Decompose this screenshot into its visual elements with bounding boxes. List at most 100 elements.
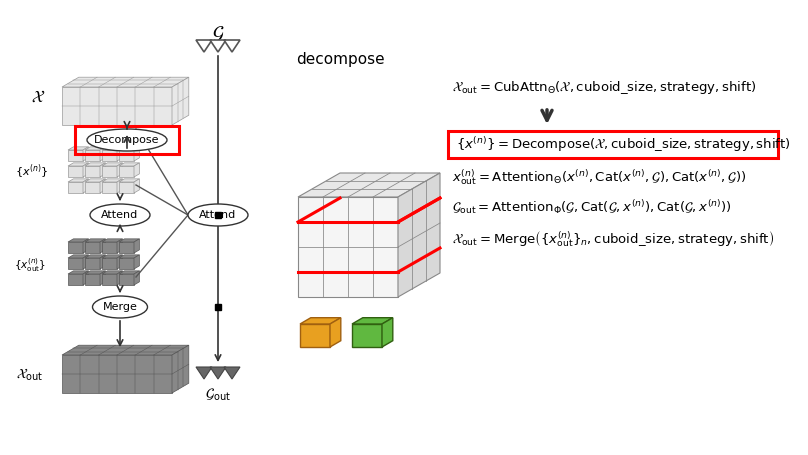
Ellipse shape bbox=[87, 129, 167, 151]
Polygon shape bbox=[100, 239, 105, 253]
Text: $\mathcal{X}_{\mathrm{out}} = \mathrm{CubAttn}_{\Theta}(\mathcal{X}, \mathrm{cub: $\mathcal{X}_{\mathrm{out}} = \mathrm{Cu… bbox=[452, 79, 756, 96]
Text: $\{x^{(n)}\}$: $\{x^{(n)}\}$ bbox=[15, 163, 48, 181]
Polygon shape bbox=[134, 271, 140, 285]
Ellipse shape bbox=[92, 296, 148, 318]
Polygon shape bbox=[68, 182, 83, 193]
Polygon shape bbox=[85, 150, 100, 161]
Polygon shape bbox=[119, 258, 134, 269]
Polygon shape bbox=[100, 179, 105, 193]
Polygon shape bbox=[83, 163, 88, 177]
Polygon shape bbox=[85, 163, 105, 166]
Polygon shape bbox=[119, 242, 134, 253]
Text: $\{x^{(n)}\} = \mathrm{Decompose}(\mathcal{X}, \mathrm{cuboid\_size}, \mathrm{st: $\{x^{(n)}\} = \mathrm{Decompose}(\mathc… bbox=[456, 136, 791, 154]
Polygon shape bbox=[83, 255, 88, 269]
Polygon shape bbox=[119, 147, 140, 150]
Polygon shape bbox=[62, 355, 172, 393]
Polygon shape bbox=[134, 239, 140, 253]
Polygon shape bbox=[85, 242, 100, 253]
Polygon shape bbox=[298, 197, 398, 297]
Polygon shape bbox=[68, 163, 88, 166]
Polygon shape bbox=[300, 324, 330, 347]
Polygon shape bbox=[102, 182, 117, 193]
Polygon shape bbox=[85, 179, 105, 182]
Polygon shape bbox=[117, 147, 122, 161]
Polygon shape bbox=[210, 40, 226, 52]
Text: Decompose: Decompose bbox=[95, 135, 160, 145]
Text: $\mathcal{X}$: $\mathcal{X}$ bbox=[31, 88, 45, 106]
Text: decompose: decompose bbox=[296, 52, 385, 67]
Polygon shape bbox=[102, 274, 117, 285]
Polygon shape bbox=[85, 274, 100, 285]
Polygon shape bbox=[119, 166, 134, 177]
Polygon shape bbox=[134, 179, 140, 193]
Polygon shape bbox=[68, 150, 83, 161]
Polygon shape bbox=[83, 239, 88, 253]
Polygon shape bbox=[117, 255, 122, 269]
Polygon shape bbox=[398, 173, 440, 297]
Polygon shape bbox=[85, 258, 100, 269]
Polygon shape bbox=[134, 163, 140, 177]
Polygon shape bbox=[224, 40, 240, 52]
Polygon shape bbox=[85, 147, 105, 150]
Text: $\mathcal{G}$: $\mathcal{G}$ bbox=[212, 25, 225, 44]
Text: $\mathcal{G}_{\mathrm{out}}$: $\mathcal{G}_{\mathrm{out}}$ bbox=[205, 387, 231, 404]
Polygon shape bbox=[100, 255, 105, 269]
Text: Merge: Merge bbox=[103, 302, 137, 312]
Polygon shape bbox=[117, 271, 122, 285]
Polygon shape bbox=[102, 255, 122, 258]
Polygon shape bbox=[83, 271, 88, 285]
Polygon shape bbox=[330, 318, 341, 347]
Polygon shape bbox=[196, 367, 212, 379]
Polygon shape bbox=[102, 258, 117, 269]
Text: $\mathcal{X}_{\mathrm{out}}$: $\mathcal{X}_{\mathrm{out}}$ bbox=[15, 367, 43, 383]
Polygon shape bbox=[85, 239, 105, 242]
Ellipse shape bbox=[90, 204, 150, 226]
Polygon shape bbox=[102, 271, 122, 274]
Polygon shape bbox=[102, 242, 117, 253]
Text: Attend: Attend bbox=[101, 210, 139, 220]
Polygon shape bbox=[100, 271, 105, 285]
Polygon shape bbox=[119, 274, 134, 285]
Polygon shape bbox=[300, 318, 341, 324]
Text: $x_{\mathrm{out}}^{(n)} = \mathrm{Attention}_{\Theta}(x^{(n)}, \mathrm{Cat}(x^{(: $x_{\mathrm{out}}^{(n)} = \mathrm{Attent… bbox=[452, 167, 747, 187]
Polygon shape bbox=[102, 150, 117, 161]
Polygon shape bbox=[62, 345, 189, 355]
Polygon shape bbox=[102, 179, 122, 182]
Polygon shape bbox=[224, 367, 240, 379]
Polygon shape bbox=[119, 163, 140, 166]
Polygon shape bbox=[102, 147, 122, 150]
Polygon shape bbox=[298, 173, 440, 197]
Polygon shape bbox=[83, 179, 88, 193]
Polygon shape bbox=[68, 179, 88, 182]
Polygon shape bbox=[382, 318, 393, 347]
Text: $\mathcal{G}_{\mathrm{out}} = \mathrm{Attention}_{\Phi}(\mathcal{G}, \mathrm{Cat: $\mathcal{G}_{\mathrm{out}} = \mathrm{At… bbox=[452, 198, 732, 216]
Polygon shape bbox=[83, 147, 88, 161]
Polygon shape bbox=[102, 239, 122, 242]
Polygon shape bbox=[210, 367, 226, 379]
Polygon shape bbox=[62, 77, 189, 87]
Polygon shape bbox=[100, 163, 105, 177]
Polygon shape bbox=[85, 255, 105, 258]
Polygon shape bbox=[102, 163, 122, 166]
Text: Attend: Attend bbox=[200, 210, 237, 220]
Polygon shape bbox=[68, 166, 83, 177]
Polygon shape bbox=[172, 77, 189, 125]
Polygon shape bbox=[68, 255, 88, 258]
Polygon shape bbox=[119, 239, 140, 242]
Polygon shape bbox=[68, 147, 88, 150]
Polygon shape bbox=[100, 147, 105, 161]
Polygon shape bbox=[117, 179, 122, 193]
Text: $\mathcal{X}_{\mathrm{out}} = \mathrm{Merge}\left(\{x_{\mathrm{out}}^{(n)}\}_{n}: $\mathcal{X}_{\mathrm{out}} = \mathrm{Me… bbox=[452, 229, 774, 249]
Polygon shape bbox=[119, 179, 140, 182]
Polygon shape bbox=[68, 242, 83, 253]
Polygon shape bbox=[119, 150, 134, 161]
FancyBboxPatch shape bbox=[448, 131, 778, 158]
Polygon shape bbox=[172, 345, 189, 393]
Ellipse shape bbox=[188, 204, 248, 226]
Polygon shape bbox=[68, 258, 83, 269]
Polygon shape bbox=[62, 87, 172, 125]
Polygon shape bbox=[85, 182, 100, 193]
Polygon shape bbox=[117, 163, 122, 177]
Polygon shape bbox=[85, 166, 100, 177]
Polygon shape bbox=[119, 182, 134, 193]
